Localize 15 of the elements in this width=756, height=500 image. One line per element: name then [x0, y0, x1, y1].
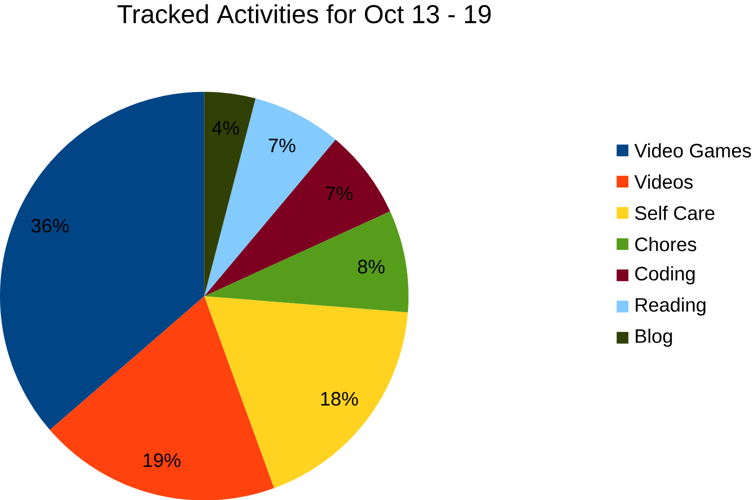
data-label: 8%	[358, 260, 385, 274]
data-label: 19%	[144, 453, 180, 467]
data-label: 7%	[326, 186, 353, 200]
legend-label: Reading	[636, 297, 706, 316]
legend-label: Coding	[635, 266, 695, 284]
legend-label: Video Games	[634, 143, 751, 158]
chart-title: Tracked Activities for Oct 13 - 19	[118, 4, 491, 24]
data-label: 18%	[321, 392, 358, 406]
data-label: 36%	[31, 218, 69, 232]
data-label: 7%	[268, 138, 296, 152]
legend-label: Videos	[634, 174, 693, 189]
data-label: 4%	[212, 121, 240, 135]
legend-label: Chores	[635, 236, 696, 252]
legend-label: Blog	[636, 328, 672, 347]
legend-label: Self Care	[635, 206, 714, 220]
